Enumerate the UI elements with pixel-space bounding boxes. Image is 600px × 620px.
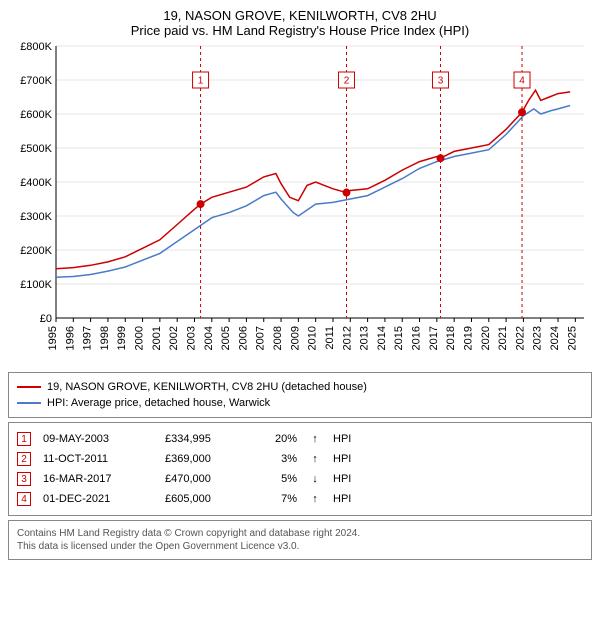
marker-dot-3 bbox=[436, 154, 444, 162]
x-tick-label: 2025 bbox=[566, 326, 578, 350]
x-tick-label: 2000 bbox=[134, 326, 146, 350]
x-tick-label: 2007 bbox=[255, 326, 267, 350]
transaction-row: 1 09-MAY-2003 £334,995 20% ↑ HPI bbox=[17, 429, 583, 449]
transaction-row: 2 11-OCT-2011 £369,000 3% ↑ HPI bbox=[17, 449, 583, 469]
transaction-price: £369,000 bbox=[165, 453, 245, 465]
x-tick-label: 1996 bbox=[64, 326, 76, 350]
y-tick-label: £600K bbox=[20, 109, 52, 121]
transaction-pct: 3% bbox=[257, 453, 297, 465]
x-tick-label: 2008 bbox=[272, 326, 284, 350]
series-subject bbox=[56, 90, 570, 269]
arrow-up-icon: ↑ bbox=[309, 453, 321, 465]
transaction-marker: 1 bbox=[17, 432, 31, 446]
legend-row: HPI: Average price, detached house, Warw… bbox=[17, 395, 583, 411]
x-tick-label: 1999 bbox=[116, 326, 128, 350]
transaction-row: 4 01-DEC-2021 £605,000 7% ↑ HPI bbox=[17, 489, 583, 509]
transaction-hpi-label: HPI bbox=[333, 453, 351, 465]
x-tick-label: 1995 bbox=[47, 326, 59, 350]
y-tick-label: £800K bbox=[20, 41, 52, 53]
y-tick-label: £300K bbox=[20, 211, 52, 223]
y-tick-label: £700K bbox=[20, 75, 52, 87]
transaction-price: £334,995 bbox=[165, 433, 245, 445]
transaction-pct: 7% bbox=[257, 493, 297, 505]
y-tick-label: £0 bbox=[40, 313, 52, 325]
arrow-up-icon: ↑ bbox=[309, 493, 321, 505]
marker-num-2: 2 bbox=[344, 76, 350, 87]
legend-swatch bbox=[17, 386, 41, 388]
transaction-marker: 4 bbox=[17, 492, 31, 506]
x-tick-label: 2014 bbox=[376, 326, 388, 350]
x-tick-label: 2001 bbox=[151, 326, 163, 350]
legend-swatch bbox=[17, 402, 41, 404]
x-tick-label: 2011 bbox=[324, 326, 336, 350]
marker-dot-2 bbox=[342, 189, 350, 197]
x-tick-label: 2013 bbox=[359, 326, 371, 350]
x-tick-label: 2012 bbox=[341, 326, 353, 350]
title-address: 19, NASON GROVE, KENILWORTH, CV8 2HU bbox=[8, 8, 592, 23]
price-chart: £0 £100K £200K £300K £400K £500K £600K £700K £80… bbox=[8, 38, 592, 368]
transaction-hpi-label: HPI bbox=[333, 433, 351, 445]
x-tick-label: 2017 bbox=[428, 326, 440, 350]
x-tick-label: 2009 bbox=[289, 326, 301, 350]
x-tick-label: 2018 bbox=[445, 326, 457, 350]
marker-dot-4 bbox=[518, 108, 526, 116]
transaction-price: £470,000 bbox=[165, 473, 245, 485]
x-tick-label: 2003 bbox=[185, 326, 197, 350]
x-tick-label: 2006 bbox=[237, 326, 249, 350]
arrow-up-icon: ↑ bbox=[309, 433, 321, 445]
transaction-hpi-label: HPI bbox=[333, 493, 351, 505]
legend: 19, NASON GROVE, KENILWORTH, CV8 2HU (de… bbox=[8, 372, 592, 418]
x-tick-label: 2024 bbox=[549, 326, 561, 350]
x-tick-label: 2023 bbox=[532, 326, 544, 350]
x-tick-label: 2010 bbox=[307, 326, 319, 350]
license-line2: This data is licensed under the Open Gov… bbox=[17, 540, 583, 553]
transaction-row: 3 16-MAR-2017 £470,000 5% ↓ HPI bbox=[17, 469, 583, 489]
chart-svg: £0 £100K £200K £300K £400K £500K £600K £700K £80… bbox=[8, 38, 592, 368]
x-tick-label: 2004 bbox=[203, 326, 215, 350]
marker-num-4: 4 bbox=[519, 76, 525, 87]
x-tick-label: 2015 bbox=[393, 326, 405, 350]
series-hpi bbox=[56, 106, 570, 278]
x-tick-label: 2022 bbox=[514, 326, 526, 350]
arrow-down-icon: ↓ bbox=[309, 473, 321, 485]
marker-num-1: 1 bbox=[198, 76, 204, 87]
y-tick-label: £400K bbox=[20, 177, 52, 189]
y-tick-label: £200K bbox=[20, 245, 52, 257]
x-tick-label: 2021 bbox=[497, 326, 509, 350]
transaction-marker: 3 bbox=[17, 472, 31, 486]
transaction-price: £605,000 bbox=[165, 493, 245, 505]
legend-label: HPI: Average price, detached house, Warw… bbox=[47, 397, 270, 409]
x-tick-label: 1997 bbox=[82, 326, 94, 350]
marker-num-3: 3 bbox=[438, 76, 444, 87]
transaction-pct: 5% bbox=[257, 473, 297, 485]
transaction-date: 16-MAR-2017 bbox=[43, 473, 153, 485]
y-tick-label: £500K bbox=[20, 143, 52, 155]
x-tick-label: 1998 bbox=[99, 326, 111, 350]
x-tick-label: 2005 bbox=[220, 326, 232, 350]
transactions-table: 1 09-MAY-2003 £334,995 20% ↑ HPI 2 11-OCT-2011 £… bbox=[8, 422, 592, 516]
x-tick-label: 2020 bbox=[480, 326, 492, 350]
title-subtitle: Price paid vs. HM Land Registry's House … bbox=[8, 23, 592, 38]
license-line1: Contains HM Land Registry data © Crown c… bbox=[17, 527, 583, 540]
legend-label: 19, NASON GROVE, KENILWORTH, CV8 2HU (de… bbox=[47, 381, 367, 393]
transaction-date: 09-MAY-2003 bbox=[43, 433, 153, 445]
x-tick-label: 2016 bbox=[411, 326, 423, 350]
transaction-date: 01-DEC-2021 bbox=[43, 493, 153, 505]
x-tick-label: 2019 bbox=[462, 326, 474, 350]
transaction-date: 11-OCT-2011 bbox=[43, 453, 153, 465]
transaction-hpi-label: HPI bbox=[333, 473, 351, 485]
x-tick-label: 2002 bbox=[168, 326, 180, 350]
transaction-pct: 20% bbox=[257, 433, 297, 445]
y-tick-label: £100K bbox=[20, 279, 52, 291]
transaction-marker: 2 bbox=[17, 452, 31, 466]
license-notice: Contains HM Land Registry data © Crown c… bbox=[8, 520, 592, 560]
legend-row: 19, NASON GROVE, KENILWORTH, CV8 2HU (de… bbox=[17, 379, 583, 395]
marker-dot-1 bbox=[197, 200, 205, 208]
